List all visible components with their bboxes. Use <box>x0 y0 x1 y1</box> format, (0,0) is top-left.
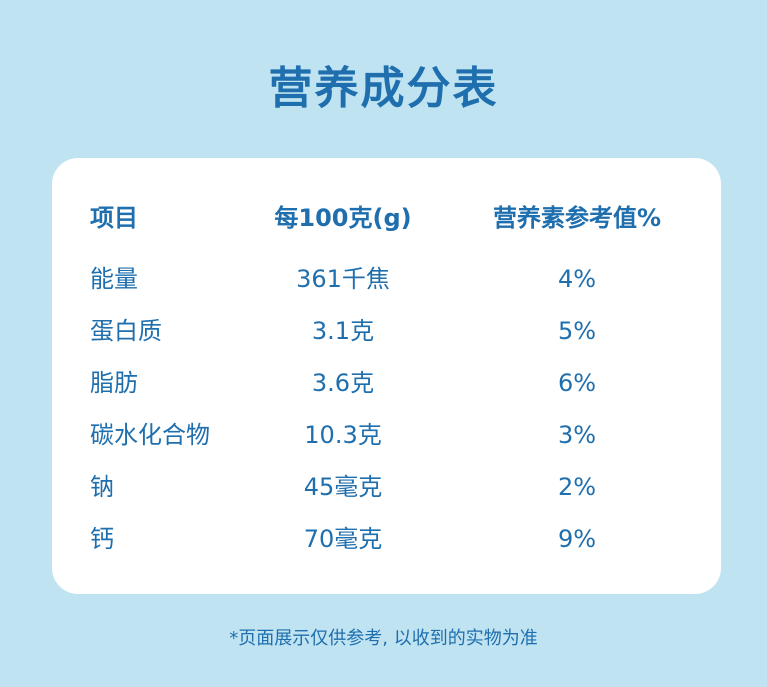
header-per-100g: 每100克(g) <box>274 204 412 232</box>
row-amount: 361千焦 <box>296 265 390 293</box>
row-item: 钙 <box>90 525 114 553</box>
footnote: *页面展示仅供参考, 以收到的实物为准 <box>229 628 538 649</box>
row-nrv: 6% <box>557 369 597 397</box>
header-item: 项目 <box>90 204 138 232</box>
table-row: 钙 70毫克 9% <box>52 519 721 559</box>
table-row: 钠 45毫克 2% <box>52 467 721 507</box>
table-row: 碳水化合物 10.3克 3% <box>52 415 721 455</box>
row-item: 蛋白质 <box>90 317 162 345</box>
row-nrv: 9% <box>557 525 597 553</box>
row-item: 钠 <box>90 473 114 501</box>
page-title: 营养成分表 <box>268 63 499 114</box>
row-nrv: 4% <box>557 265 597 293</box>
row-item: 能量 <box>90 265 138 293</box>
table-row: 脂肪 3.6克 6% <box>52 363 721 403</box>
row-item: 脂肪 <box>90 369 138 397</box>
row-amount: 3.1克 <box>311 317 375 345</box>
row-nrv: 3% <box>557 421 597 449</box>
nutrition-table-card: 项目 每100克(g) 营养素参考值% 能量 361千焦 4% 蛋白质 3.1克… <box>52 158 721 594</box>
row-amount: 3.6克 <box>311 369 375 397</box>
table-row: 蛋白质 3.1克 5% <box>52 311 721 351</box>
row-nrv: 2% <box>557 473 597 501</box>
row-amount: 45毫克 <box>303 473 383 501</box>
row-nrv: 5% <box>557 317 597 345</box>
table-row: 能量 361千焦 4% <box>52 259 721 299</box>
table-header-row: 项目 每100克(g) 营养素参考值% <box>52 198 721 238</box>
row-amount: 70毫克 <box>303 525 383 553</box>
row-item: 碳水化合物 <box>90 421 210 449</box>
header-nrv: 营养素参考值% <box>492 204 662 232</box>
row-amount: 10.3克 <box>304 421 382 449</box>
